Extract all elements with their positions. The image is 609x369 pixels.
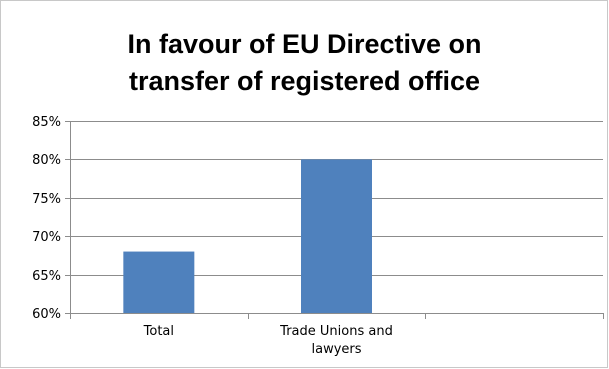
- x-category-labels: Total Trade Unions and lawyers: [143, 324, 393, 357]
- bar: [301, 159, 372, 313]
- bars: [123, 159, 372, 313]
- y-tick-label: 85%: [32, 115, 61, 130]
- y-tick-label: 70%: [32, 230, 61, 245]
- y-tick-label: 80%: [32, 153, 61, 168]
- axes: [65, 121, 604, 319]
- bar: [123, 251, 195, 313]
- chart-title-line-1: In favour of EU Directive on: [127, 29, 482, 59]
- x-category-label: lawyers: [311, 342, 361, 357]
- y-tick-label: 60%: [32, 307, 61, 322]
- y-tick-label: 65%: [32, 269, 61, 284]
- y-tick-labels: 85% 80% 75% 70% 65% 60%: [32, 115, 61, 322]
- x-category-label: Total: [143, 324, 174, 339]
- y-tick-label: 75%: [32, 192, 61, 207]
- chart-title-line-2: transfer of registered office: [128, 66, 481, 96]
- chart-title: In favour of EU Directive on transfer of…: [0, 26, 609, 100]
- x-category-label: Trade Unions and: [279, 324, 393, 339]
